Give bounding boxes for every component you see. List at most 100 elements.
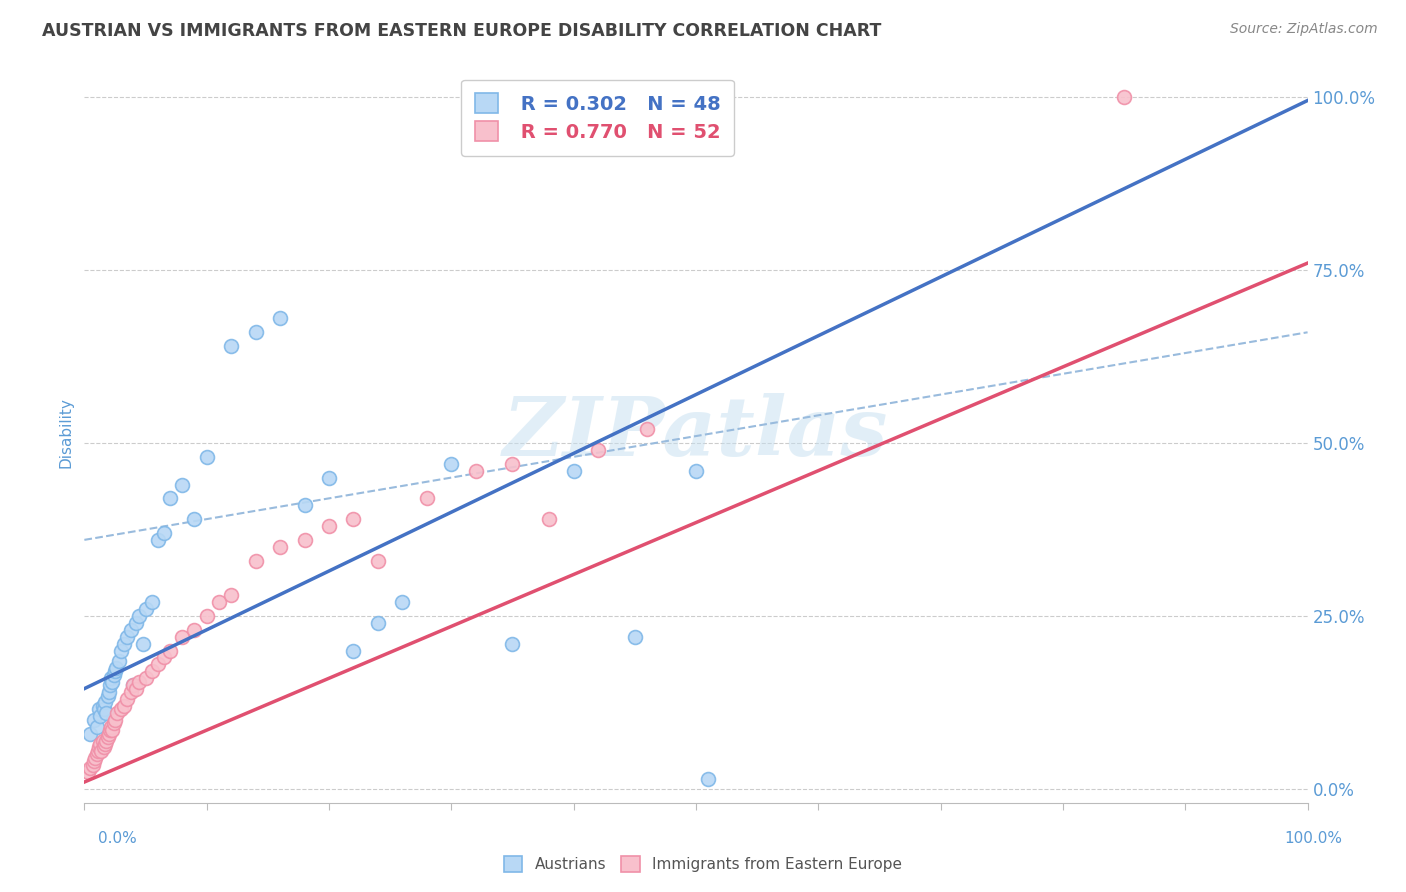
Point: [125, 681, 148, 696]
Point: [100, 671, 122, 685]
Point: [101, 723, 124, 738]
Point: [87, 740, 110, 755]
Point: [91, 733, 114, 747]
Point: [110, 643, 132, 657]
Point: [93, 740, 115, 755]
Text: Source: ZipAtlas.com: Source: ZipAtlas.com: [1230, 22, 1378, 37]
Legend: Austrians, Immigrants from Eastern Europe: Austrians, Immigrants from Eastern Europ…: [496, 848, 910, 880]
Point: [112, 637, 135, 651]
Point: [91, 698, 114, 713]
Point: [128, 674, 150, 689]
Point: [90, 744, 112, 758]
Point: [269, 311, 291, 326]
Point: [172, 630, 194, 644]
Point: [110, 702, 132, 716]
Point: [318, 519, 340, 533]
Text: AUSTRIAN VS IMMIGRANTS FROM EASTERN EUROPE DISABILITY CORRELATION CHART: AUSTRIAN VS IMMIGRANTS FROM EASTERN EURO…: [42, 22, 882, 40]
Point: [294, 533, 316, 547]
Text: ZIPatlas: ZIPatlas: [503, 392, 889, 473]
Point: [96, 733, 118, 747]
Point: [101, 674, 124, 689]
Point: [391, 595, 413, 609]
Point: [159, 491, 181, 506]
Point: [97, 689, 120, 703]
Point: [84, 751, 107, 765]
Point: [86, 720, 108, 734]
Point: [115, 692, 138, 706]
Point: [141, 665, 163, 679]
Point: [100, 720, 122, 734]
Point: [135, 671, 157, 685]
Point: [128, 609, 150, 624]
Point: [86, 747, 108, 762]
Point: [342, 643, 364, 657]
Point: [120, 685, 142, 699]
Point: [269, 540, 291, 554]
Point: [141, 595, 163, 609]
Point: [97, 730, 120, 744]
Point: [122, 678, 145, 692]
Point: [172, 477, 194, 491]
Point: [105, 706, 128, 720]
Point: [367, 554, 389, 568]
Point: [294, 498, 316, 512]
Point: [98, 723, 121, 738]
Point: [636, 422, 658, 436]
Point: [183, 512, 205, 526]
Point: [120, 623, 142, 637]
Point: [538, 512, 561, 526]
Point: [208, 595, 231, 609]
Point: [96, 706, 118, 720]
Point: [104, 713, 127, 727]
Point: [146, 533, 169, 547]
Point: [153, 525, 176, 540]
Point: [89, 709, 111, 723]
Point: [103, 667, 125, 681]
Point: [146, 657, 169, 672]
Point: [82, 757, 104, 772]
Point: [159, 643, 181, 657]
Point: [97, 726, 120, 740]
Y-axis label: Disability: Disability: [58, 397, 73, 468]
Point: [105, 661, 128, 675]
Point: [562, 464, 585, 478]
Point: [153, 650, 176, 665]
Point: [195, 609, 218, 624]
Point: [107, 654, 129, 668]
Point: [440, 457, 463, 471]
Point: [367, 615, 389, 630]
Legend:  R = 0.302   N = 48,  R = 0.770   N = 52: R = 0.302 N = 48, R = 0.770 N = 52: [461, 79, 734, 155]
Point: [135, 602, 157, 616]
Point: [98, 678, 121, 692]
Point: [79, 761, 101, 775]
Point: [97, 685, 120, 699]
Text: 100.0%: 100.0%: [1285, 831, 1343, 846]
Point: [87, 744, 110, 758]
Point: [245, 326, 267, 340]
Point: [464, 464, 486, 478]
Point: [93, 702, 115, 716]
Point: [122, 678, 145, 692]
Point: [342, 512, 364, 526]
Point: [103, 716, 125, 731]
Text: 0.0%: 0.0%: [98, 831, 138, 846]
Point: [77, 764, 100, 779]
Point: [125, 615, 148, 630]
Point: [112, 698, 135, 713]
Point: [697, 772, 720, 786]
Point: [87, 702, 110, 716]
Point: [219, 588, 242, 602]
Point: [502, 457, 524, 471]
Point: [245, 554, 267, 568]
Point: [183, 623, 205, 637]
Point: [83, 713, 105, 727]
Point: [502, 637, 524, 651]
Point: [132, 637, 155, 651]
Point: [83, 754, 105, 768]
Point: [624, 630, 647, 644]
Point: [1114, 90, 1136, 104]
Point: [219, 339, 242, 353]
Point: [318, 470, 340, 484]
Point: [104, 665, 127, 679]
Point: [79, 726, 101, 740]
